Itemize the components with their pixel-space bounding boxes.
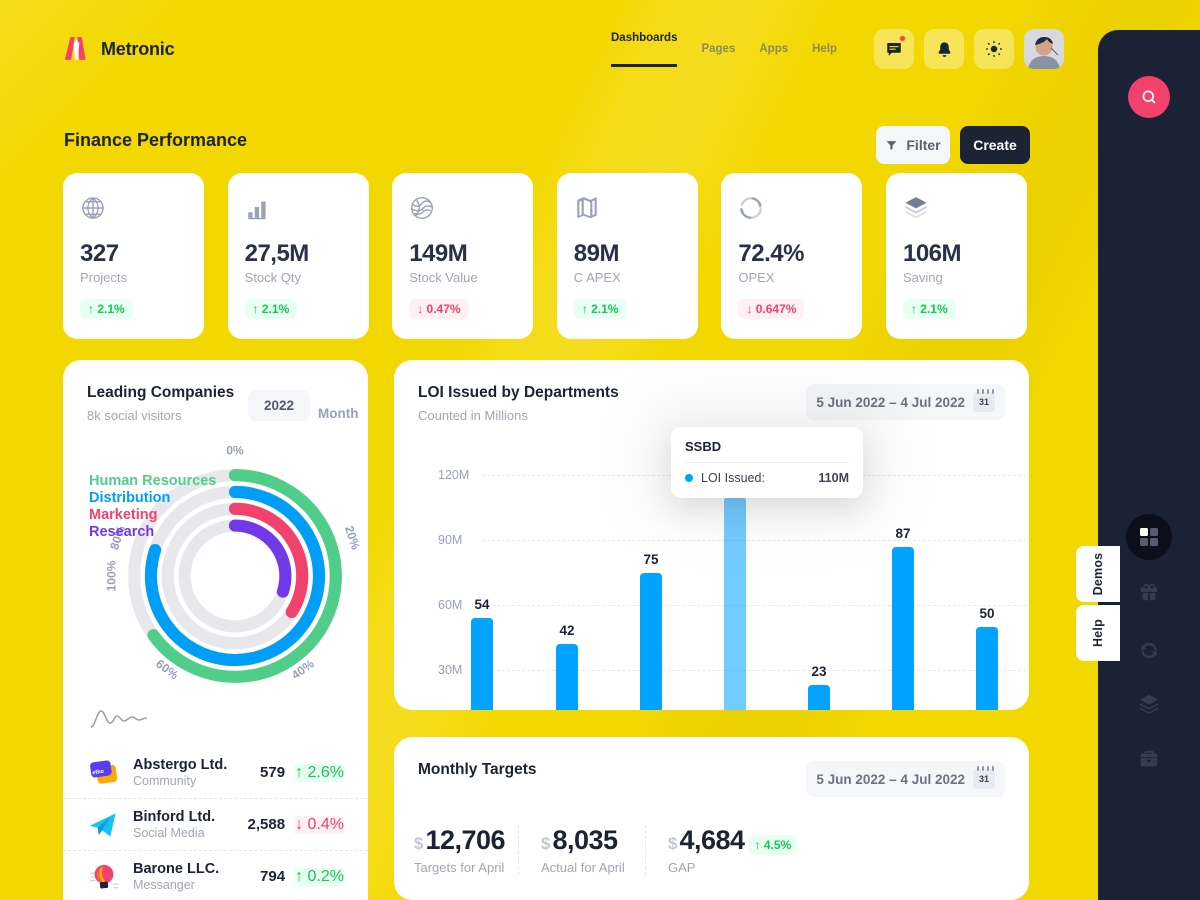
svg-text:100%: 100% xyxy=(105,560,119,591)
svg-text:20%: 20% xyxy=(342,524,363,552)
svg-text:0%: 0% xyxy=(226,444,244,458)
